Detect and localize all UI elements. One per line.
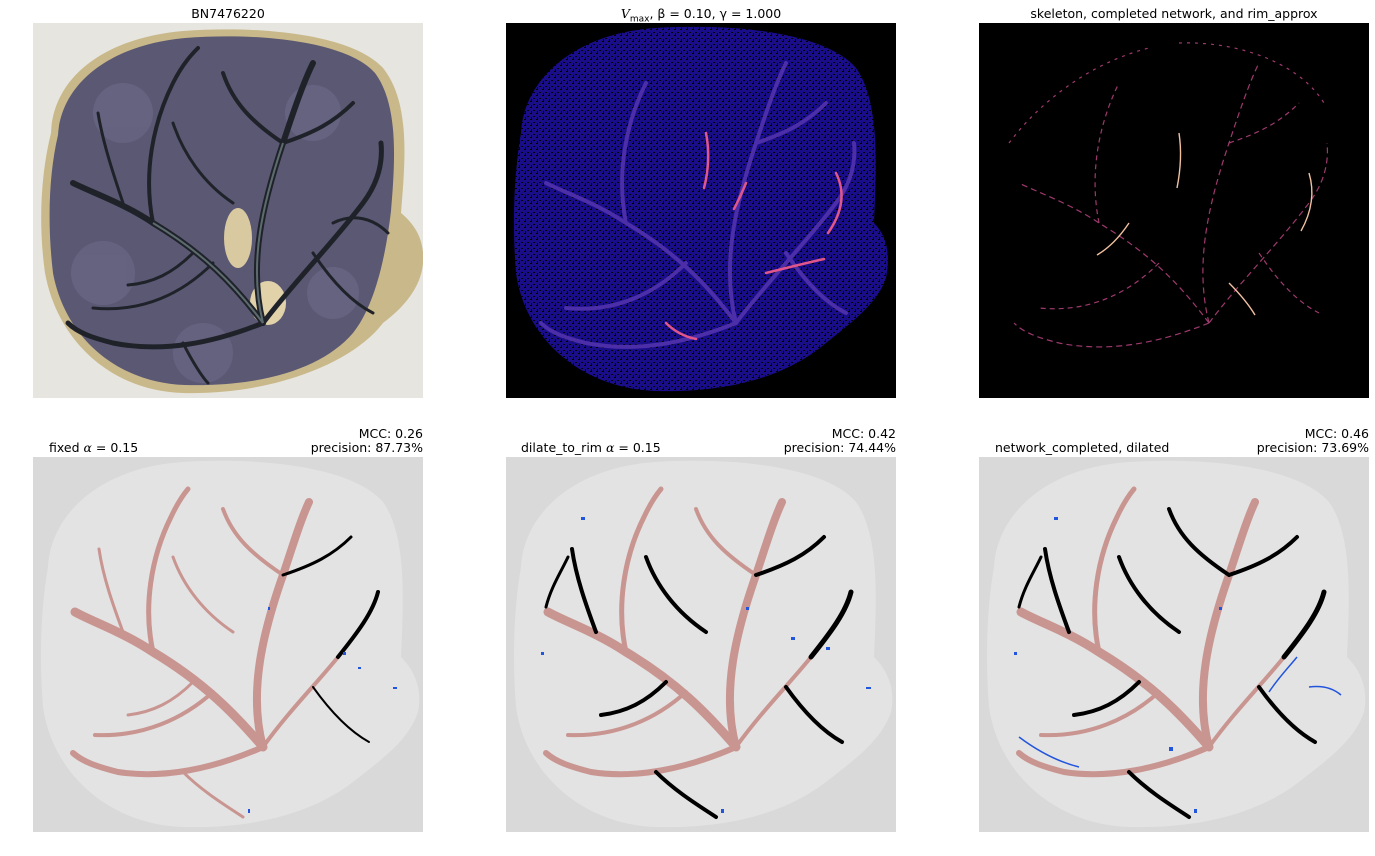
vmax-title: Vmax, β = 0.10, γ = 1.000: [506, 6, 896, 28]
skeleton-image: [979, 23, 1369, 398]
fixed-label: fixed α = 0.15: [49, 440, 138, 455]
fixed-segmentation: [33, 457, 423, 832]
skeleton-title: skeleton, completed network, and rim_app…: [1030, 6, 1318, 21]
network-precision: precision: 73.69%: [1256, 440, 1369, 455]
fixed-segmentation-render: [33, 457, 423, 832]
vmax-title-var: V: [620, 6, 630, 21]
placenta-photo-image: [33, 23, 423, 398]
fixed-label-rest: = 0.15: [91, 440, 139, 455]
dilate-segmentation-render: [506, 457, 896, 832]
dilate-segmentation: [506, 457, 896, 832]
fixed-mcc: MCC: 0.26: [358, 426, 423, 441]
dilate-precision: precision: 74.44%: [783, 440, 896, 455]
dilate-label: dilate_to_rim α = 0.15: [521, 440, 661, 455]
alpha-symbol: α: [83, 440, 92, 455]
placenta-photo: [33, 23, 423, 398]
alpha-symbol: α: [605, 440, 615, 455]
dilate-label-rest: = 0.15: [614, 440, 661, 455]
photo-title: BN7476220: [191, 6, 265, 21]
vmax-image: [506, 23, 896, 398]
network-segmentation: [979, 457, 1369, 832]
vmax-title-rest: , β = 0.10, γ = 1.000: [649, 6, 782, 21]
network-mcc: MCC: 0.46: [1304, 426, 1369, 441]
dilate-mcc: MCC: 0.42: [831, 426, 896, 441]
skeleton-image-render: [979, 23, 1369, 398]
fixed-precision: precision: 87.73%: [310, 440, 423, 455]
dilate-label-text: dilate_to_rim: [521, 440, 606, 455]
network-segmentation-render: [979, 457, 1369, 832]
vmax-title-sub: max: [629, 14, 650, 25]
network-label: network_completed, dilated: [995, 440, 1170, 455]
fixed-label-text: fixed: [49, 440, 84, 455]
vmax-image-render: [506, 23, 896, 398]
